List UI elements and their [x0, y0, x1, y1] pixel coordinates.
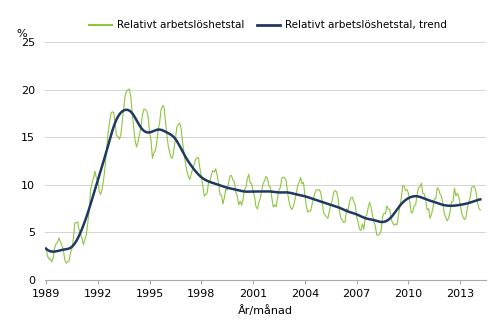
Legend: Relativt arbetslöshetstal, Relativt arbetslöshetstal, trend: Relativt arbetslöshetstal, Relativt arbe… — [85, 16, 451, 34]
Text: %: % — [16, 30, 27, 40]
X-axis label: År/månad: År/månad — [238, 305, 293, 316]
